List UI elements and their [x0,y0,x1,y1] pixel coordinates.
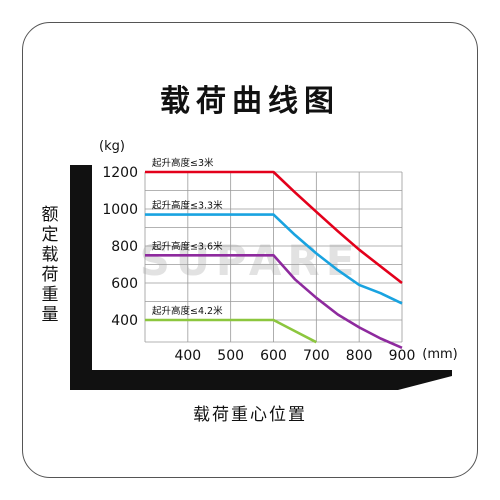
x-tick-label: 500 [217,348,244,364]
y-tick-label: 1000 [102,202,138,218]
y-tick-label: 1200 [102,165,138,181]
y-axis-label: 额定载荷重量 [41,205,59,325]
x-unit-label: (mm) [422,347,457,362]
y-unit-label: (kg) [99,139,125,154]
x-axis-label: 载荷重心位置 [193,405,307,425]
watermark-text: SUPARE [140,236,361,285]
y-tick-label: 400 [111,313,138,329]
chart-title: 载荷曲线图 [160,84,340,119]
series-label: 起升高度≤4.2米 [152,305,223,317]
series-line [145,318,317,344]
x-tick-label: 900 [389,348,416,364]
series-label: 起升高度≤3.6米 [152,240,223,252]
x-tick-label: 700 [303,348,330,364]
x-tick-label: 400 [174,348,201,364]
x-tick-label: 800 [346,348,373,364]
y-tick-label: 800 [111,239,138,255]
series-label: 起升高度≤3.3米 [152,200,223,212]
series-line [145,213,403,305]
series-label: 起升高度≤3米 [152,157,214,169]
y-tick-label: 600 [111,276,138,292]
series-line [145,254,403,349]
x-tick-label: 600 [260,348,287,364]
series-line [145,170,403,285]
